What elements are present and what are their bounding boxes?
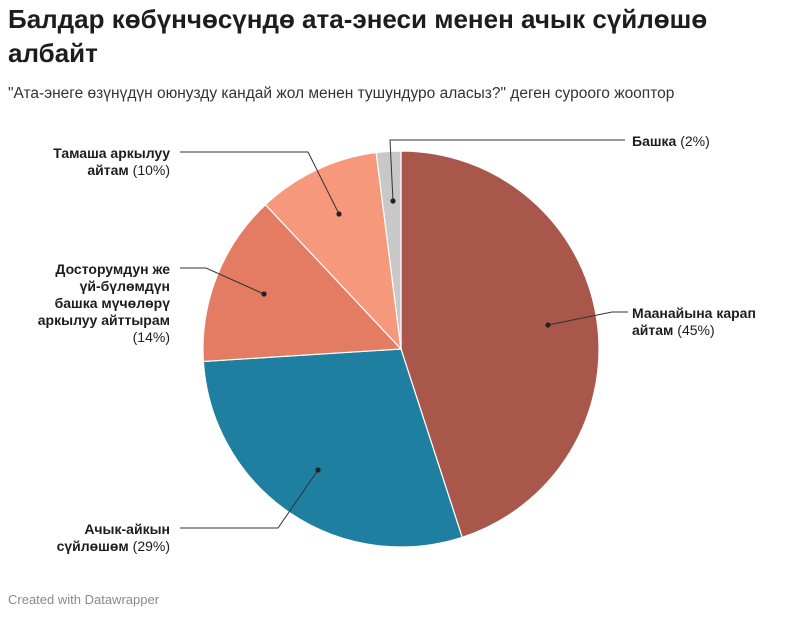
slice-label-5: Башка (2%) <box>632 133 710 149</box>
slice-label-4: Тамаша аркылуу айтам (10%) <box>53 145 170 178</box>
chart-subtitle: "Ата-энеге өзүнүдүн оюнузду кандай жол м… <box>8 85 675 102</box>
slice-label-3: Досторумдун же үй-бүлөмдүн башка мүчөлөрү а… <box>38 261 170 345</box>
leader-line-3 <box>180 267 265 295</box>
pie-slice-3 <box>202 203 403 363</box>
leader-line-5 <box>389 139 625 202</box>
leader-line-4 <box>180 151 340 215</box>
slice-label-1: Маанайына карап айтам (45%) <box>632 305 756 338</box>
leader-line-2 <box>180 469 319 529</box>
leader-dot-1 <box>545 322 551 328</box>
leader-dot-5 <box>390 198 396 204</box>
pie-slice-1 <box>400 150 600 539</box>
credit-text: Created with Datawrapper <box>8 592 160 607</box>
leader-dot-4 <box>336 211 342 217</box>
leader-dot-2 <box>315 467 321 473</box>
slice-label-2: Ачык-айкын сүйлөшөм (29%) <box>57 521 170 554</box>
leader-dot-3 <box>261 291 267 297</box>
pie-slice-2 <box>202 348 463 548</box>
leader-line-1 <box>547 311 628 326</box>
chart-title: Балдар көбүнчөсүндө ата-энеси менен ачык… <box>8 4 708 68</box>
